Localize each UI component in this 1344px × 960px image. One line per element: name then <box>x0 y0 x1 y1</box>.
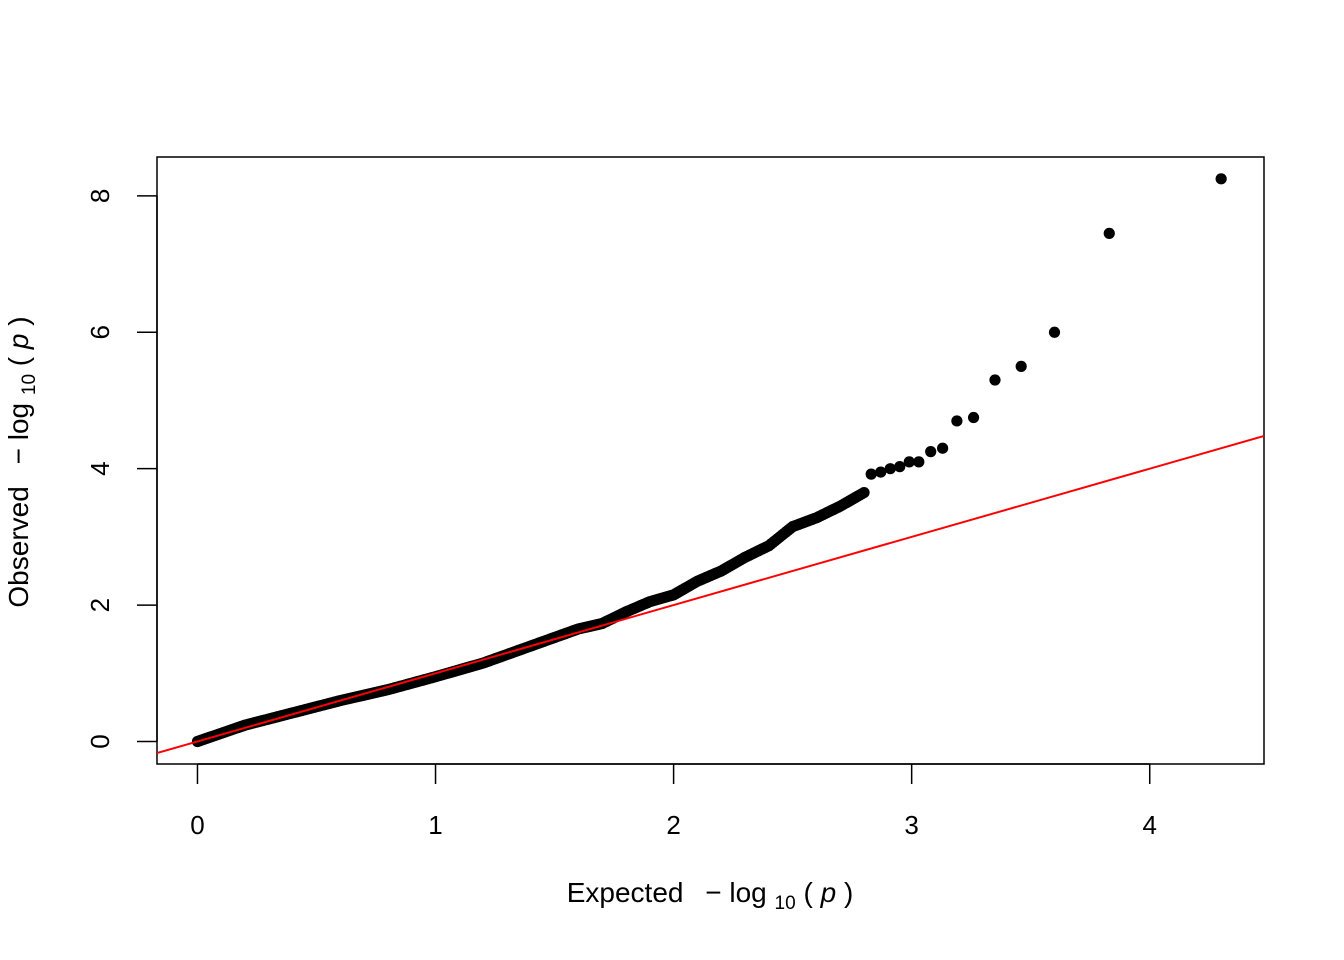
data-points <box>191 173 1227 748</box>
x-tick-label: 1 <box>428 810 442 840</box>
y-axis-title: Observed − log 10 ( p ) <box>3 316 41 607</box>
x-axis-title-close: ) <box>844 877 853 908</box>
x-tick-label: 3 <box>904 810 918 840</box>
data-point <box>875 466 887 478</box>
y-tick-label: 0 <box>85 734 115 748</box>
data-point <box>903 456 915 468</box>
data-point <box>925 446 937 458</box>
y-tick-label: 6 <box>85 325 115 339</box>
y-axis-title-log: log <box>3 403 34 440</box>
reference-line <box>157 434 1264 755</box>
x-axis-title-prefix: Expected <box>567 877 684 908</box>
data-point <box>894 461 906 473</box>
y-axis-title-prefix: Observed <box>3 486 34 607</box>
x-axis-title-log: log <box>729 877 766 908</box>
data-point <box>951 415 963 427</box>
data-point <box>865 468 877 480</box>
y-tick-label: 2 <box>85 598 115 612</box>
data-point <box>1103 227 1115 239</box>
data-point <box>989 374 1001 386</box>
y-axis-title-open: ( <box>3 356 34 366</box>
y-axis-title-close: ) <box>3 316 34 325</box>
data-point <box>858 486 870 499</box>
x-axis-title: Expected − log 10 ( p ) <box>567 877 854 915</box>
y-tick-label: 4 <box>85 461 115 475</box>
y-axis: 0 2 4 6 8 <box>85 189 158 749</box>
y-axis-title-minus: − <box>3 448 34 464</box>
data-point <box>884 463 896 475</box>
y-tick-label: 8 <box>85 189 115 203</box>
y-axis-title-sub: 10 <box>19 374 40 395</box>
x-axis-title-minus: − <box>705 877 721 908</box>
y-axis-title-var: p <box>3 334 34 351</box>
x-tick-label: 2 <box>666 810 680 840</box>
plot-frame <box>156 156 1265 765</box>
x-axis-title-sub: 10 <box>775 893 796 914</box>
x-tick-label: 4 <box>1142 810 1156 840</box>
data-point <box>913 456 925 468</box>
x-axis: 0 1 2 3 4 <box>190 763 1157 840</box>
x-axis-title-open: ( <box>803 877 813 908</box>
x-axis-title-var: p <box>820 877 837 908</box>
data-point <box>1215 173 1227 185</box>
data-point <box>937 442 949 454</box>
data-point <box>967 411 980 424</box>
data-point <box>1015 360 1027 372</box>
data-point <box>1048 326 1061 338</box>
reference-line-segment <box>157 434 1264 755</box>
x-tick-label: 0 <box>190 810 204 840</box>
